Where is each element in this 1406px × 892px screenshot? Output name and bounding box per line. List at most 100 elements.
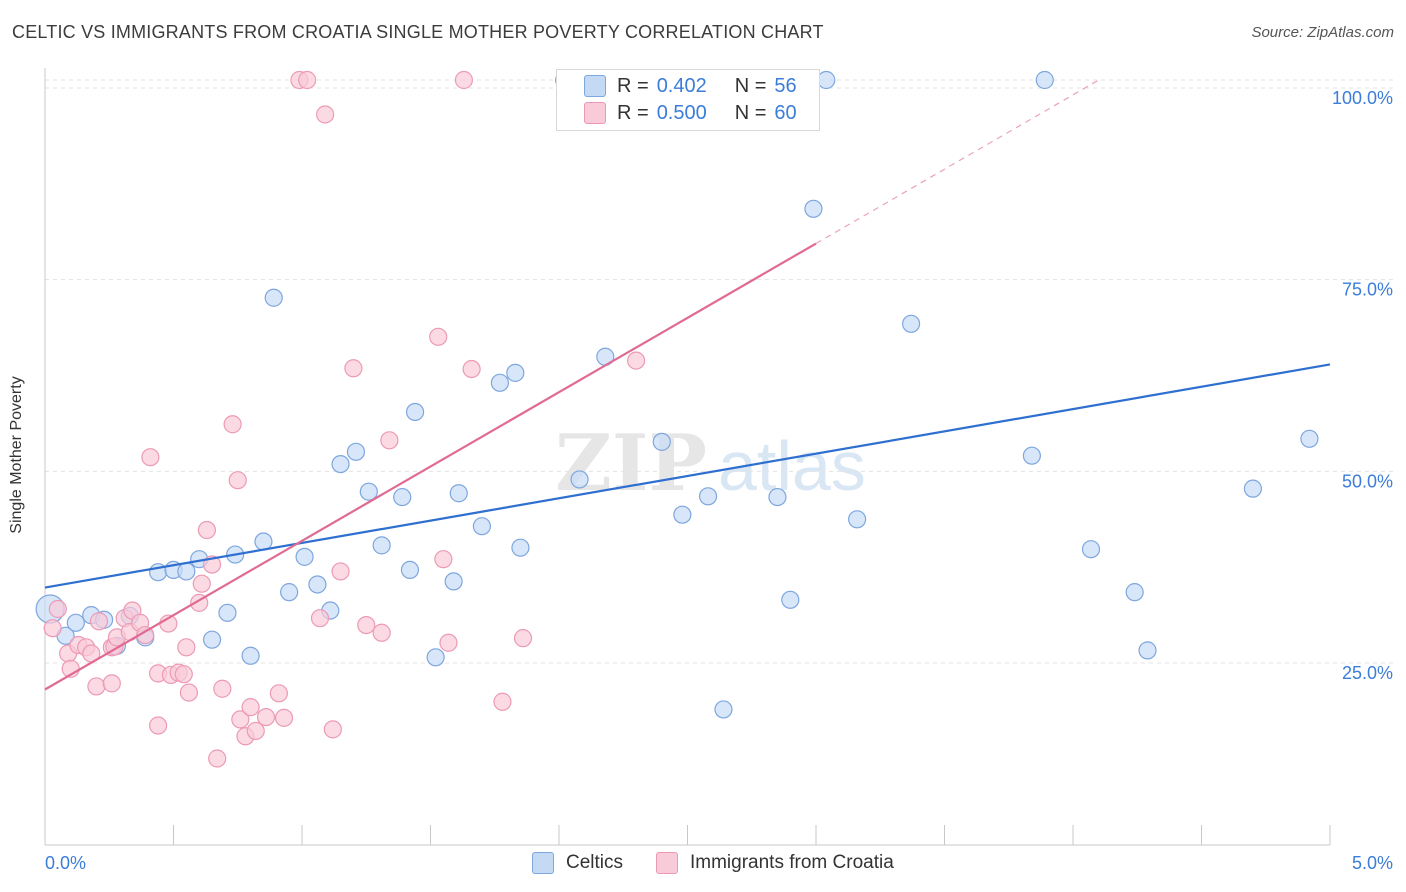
croatia-point <box>174 665 193 684</box>
legend-n-label: N = <box>734 101 767 124</box>
y-tick-label: 100.0% <box>1332 88 1393 108</box>
croatia-trend-line <box>44 242 817 691</box>
celtics-point <box>400 560 420 580</box>
croatia-point <box>197 520 217 540</box>
celtics-trend-line <box>44 363 1331 589</box>
source-label: Source: ZipAtlas.com <box>1251 24 1394 41</box>
legend-row-croatia: R = 0.500 N = 60 <box>584 101 797 125</box>
croatia-point <box>48 599 67 619</box>
legend-r-label: R = <box>617 74 649 97</box>
croatia-point <box>298 70 317 90</box>
legend-row-celtics: R = 0.402 N = 56 <box>584 74 797 98</box>
legend-swatch-blue <box>584 75 606 97</box>
celtics-point <box>346 442 366 461</box>
bottom-legend-celtics: Celtics <box>532 852 623 874</box>
croatia-point <box>454 70 474 90</box>
celtics-point <box>1243 479 1263 498</box>
croatia-point <box>228 471 247 490</box>
celtics-point <box>698 487 718 506</box>
croatia-point <box>269 684 288 703</box>
celtics-point <box>280 583 299 602</box>
celtics-point <box>506 363 525 382</box>
croatia-point <box>380 431 399 450</box>
celtics-point <box>817 70 836 90</box>
celtics-point <box>426 648 445 667</box>
bottom-legend-label: Immigrants from Croatia <box>690 852 894 873</box>
legend-swatch-pink <box>584 102 606 124</box>
chart-title: CELTIC VS IMMIGRANTS FROM CROATIA SINGLE… <box>12 22 824 42</box>
croatia-point <box>192 574 211 593</box>
croatia-point <box>213 679 232 698</box>
legend-n-value: 60 <box>774 101 797 124</box>
celtics-point <box>490 373 509 392</box>
bottom-legend-swatch-pink <box>656 852 678 874</box>
celtics-point <box>202 630 222 649</box>
x-tick-label: 0.0% <box>45 853 86 873</box>
celtics-point <box>444 572 463 591</box>
croatia-point <box>179 683 199 702</box>
croatia-point <box>141 448 160 467</box>
celtics-point <box>781 590 800 609</box>
celtics-point <box>1022 446 1041 465</box>
celtics-point <box>449 484 468 503</box>
legend-box: R = 0.402 N = 56 R = 0.500 N = 60 <box>556 69 820 131</box>
croatia-point <box>274 708 294 727</box>
bottom-legend-swatch-blue <box>532 852 554 874</box>
legend-n-value: 56 <box>774 74 797 97</box>
croatia-point <box>429 327 448 346</box>
y-tick-label: 75.0% <box>1342 280 1393 300</box>
croatia-point <box>177 638 196 657</box>
celtics-point <box>177 562 196 581</box>
croatia-point <box>310 609 330 628</box>
croatia-point <box>43 619 62 638</box>
celtics-point <box>66 613 85 632</box>
croatia-point <box>246 721 265 741</box>
celtics-point <box>472 517 491 536</box>
croatia-point <box>439 633 458 652</box>
celtics-point <box>405 402 425 422</box>
celtics-point <box>331 455 350 474</box>
celtics-point <box>804 199 823 218</box>
celtics-point <box>673 505 692 524</box>
celtics-point <box>1081 540 1101 559</box>
croatia-point <box>89 612 109 631</box>
legend-r-value: 0.402 <box>656 74 707 97</box>
celtics-point <box>768 487 787 507</box>
croatia-point <box>148 716 168 735</box>
croatia-point <box>231 710 250 729</box>
croatia-trend-extension <box>815 79 1100 245</box>
legend-r-label: R = <box>617 101 649 124</box>
bottom-legend-label: Celtics <box>566 852 624 873</box>
croatia-point <box>136 625 155 645</box>
celtics-point <box>652 432 671 451</box>
croatia-point <box>434 550 453 569</box>
celtics-point <box>264 288 283 307</box>
celtics-point <box>1300 429 1319 448</box>
bottom-legend: Celtics Immigrants from Croatia <box>0 852 1406 878</box>
croatia-point <box>256 707 276 727</box>
croatia-point <box>626 351 646 370</box>
legend-r-value: 0.500 <box>656 101 707 124</box>
celtics-point <box>511 538 530 557</box>
celtics-point <box>308 575 327 594</box>
x-tick-label: 5.0% <box>1352 853 1393 873</box>
croatia-point <box>493 692 512 711</box>
croatia-point <box>344 359 363 378</box>
celtics-point <box>848 510 867 529</box>
croatia-point <box>316 105 335 124</box>
croatia-point <box>513 629 533 648</box>
croatia-point <box>223 415 242 434</box>
bottom-legend-croatia: Immigrants from Croatia <box>656 852 894 874</box>
celtics-point <box>1138 641 1157 660</box>
celtics-point <box>359 482 378 501</box>
celtics-point <box>295 547 314 566</box>
y-tick-label: 25.0% <box>1342 663 1393 683</box>
croatia-point <box>102 674 121 693</box>
celtics-point <box>241 646 260 665</box>
croatia-point <box>208 749 227 768</box>
croatia-point <box>331 562 350 581</box>
croatia-point <box>241 698 260 717</box>
celtics-point <box>393 487 412 507</box>
croatia-point <box>323 720 342 739</box>
celtics-point <box>901 314 921 333</box>
